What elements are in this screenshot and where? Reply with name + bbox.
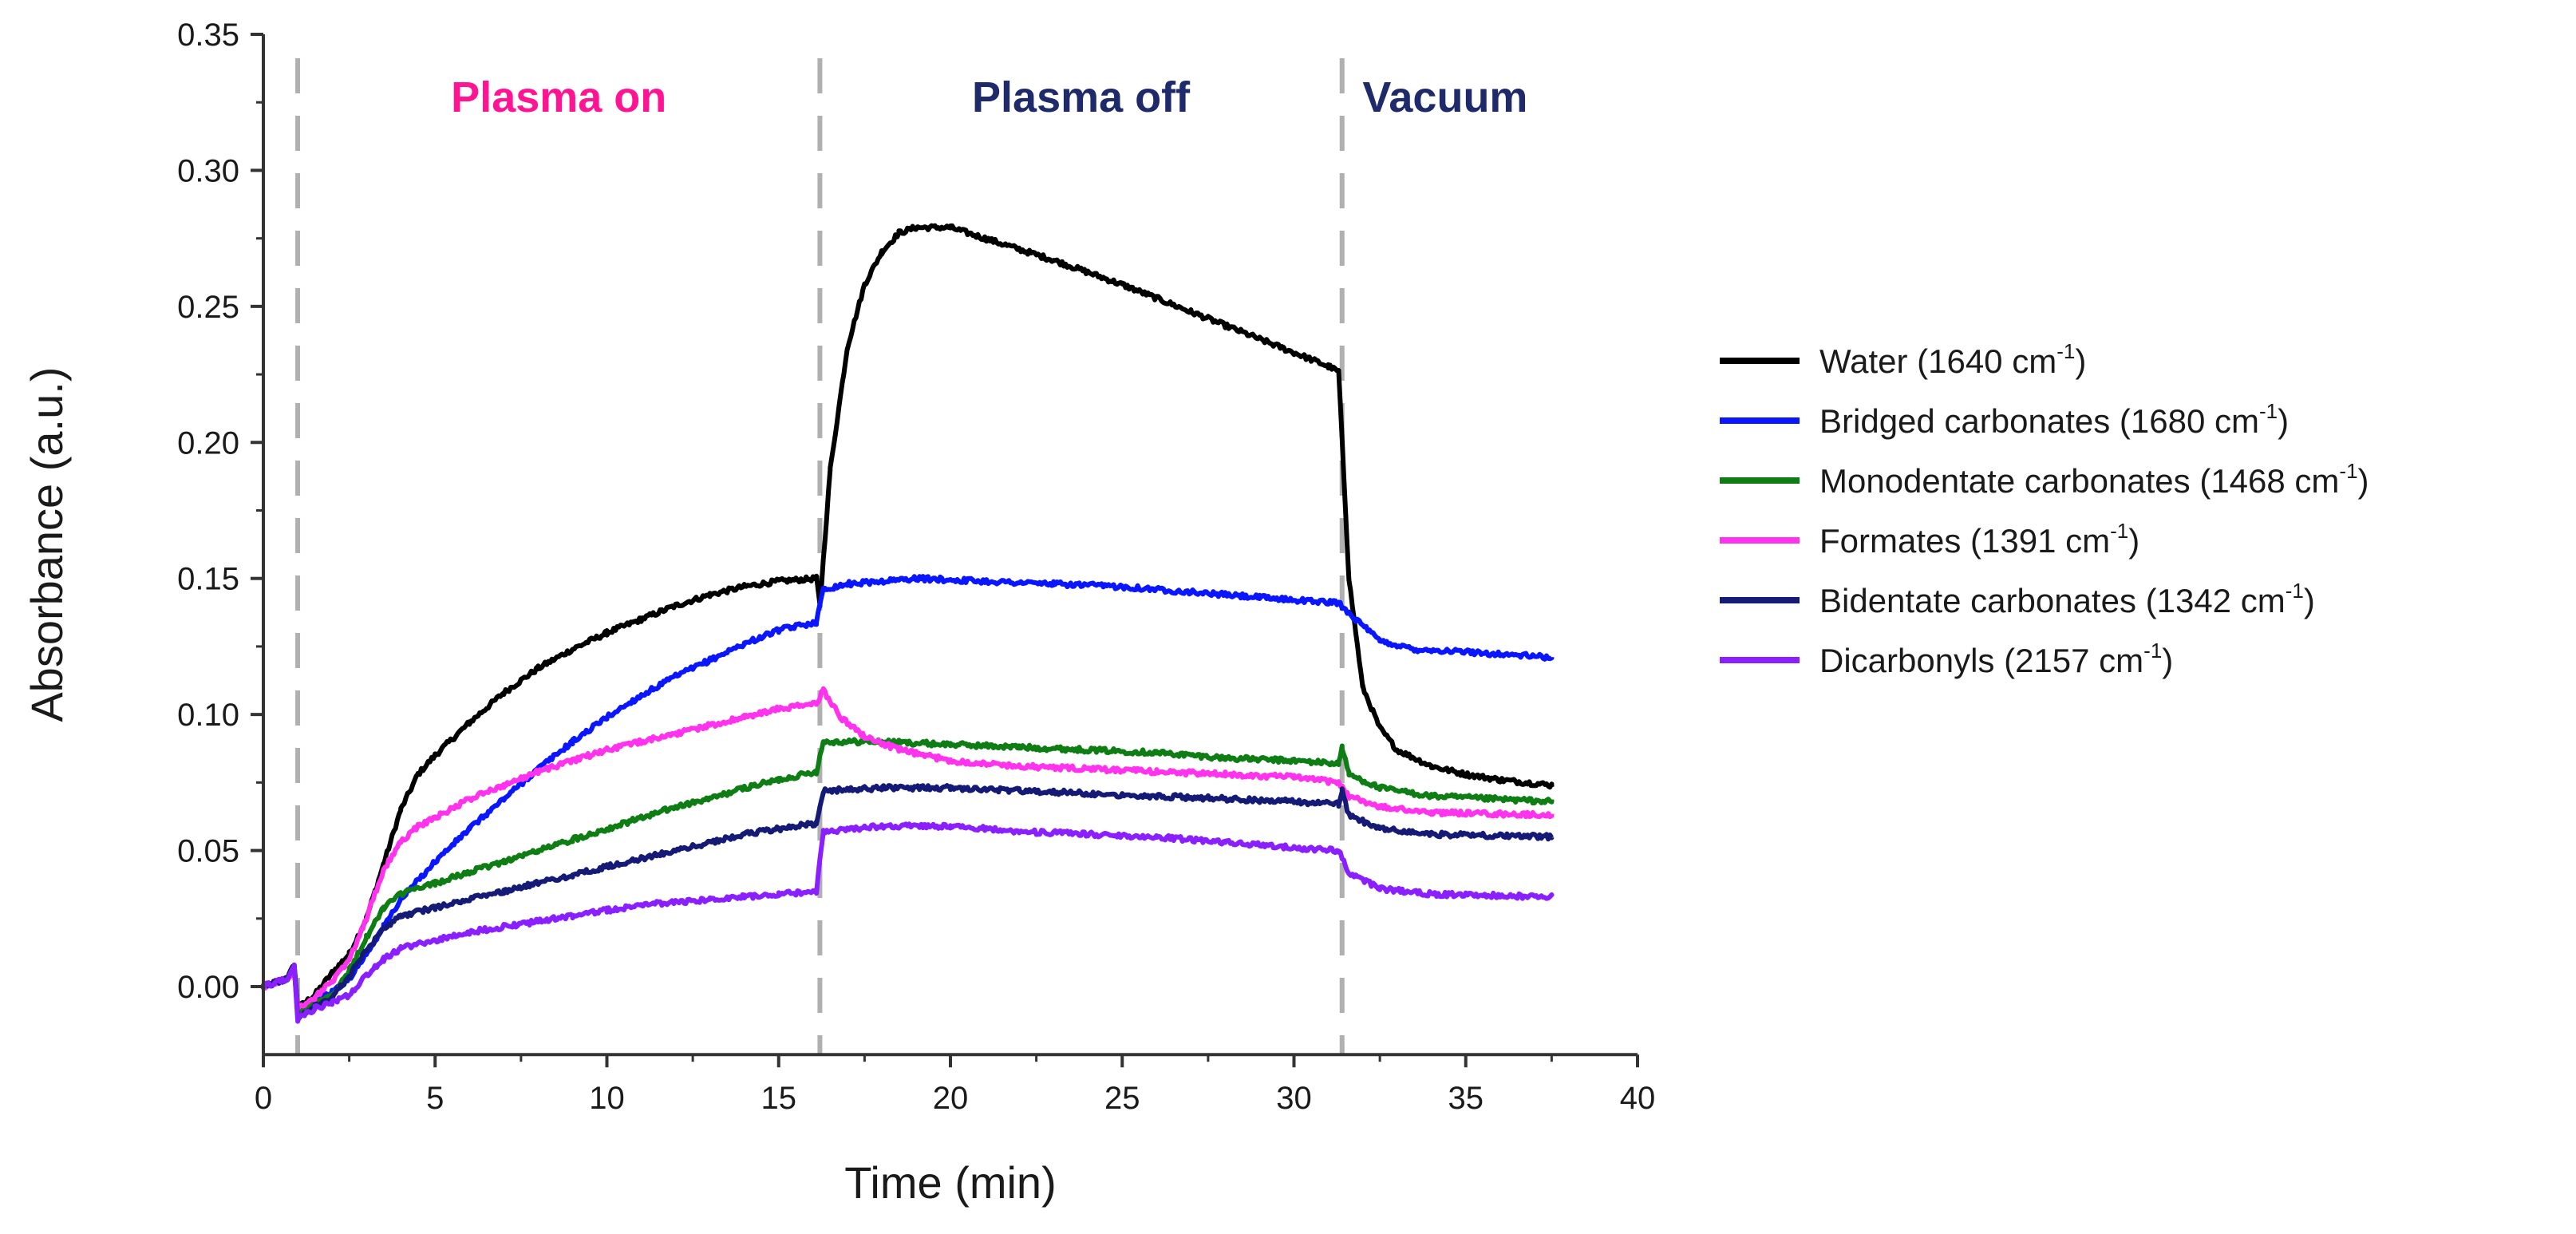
x-tick-label: 35 [1448, 1081, 1484, 1116]
series-line [261, 223, 1555, 1012]
x-tick-label: 5 [426, 1081, 444, 1116]
legend-close: ) [2358, 462, 2369, 500]
series-line [261, 574, 1555, 1016]
legend-entry-label: Bridged carbonates (1680 cm-1) [1819, 399, 2289, 440]
legend-sup: -1 [2259, 399, 2278, 423]
legend-entry-label: Dicarbonyls (2157 cm-1) [1819, 639, 2173, 679]
legend-name: Bridged carbonates (1680 cm [1819, 402, 2259, 440]
phase-labels: Plasma on Plasma off Vacuum [451, 73, 1527, 121]
legend-sup: -1 [2143, 639, 2162, 662]
y-tick-label: 0.25 [177, 290, 239, 325]
x-tick-label: 20 [933, 1081, 969, 1116]
y-tick-label: 0.20 [177, 425, 239, 461]
phase-label: Plasma off [972, 73, 1191, 121]
x-axis-ticks: 0 5 10 15 20 25 30 35 40 [255, 1054, 1655, 1116]
legend-sup: -1 [2286, 579, 2304, 603]
legend-sup: -1 [2110, 519, 2128, 543]
phase-label: Vacuum [1362, 73, 1527, 121]
y-tick-label: 0.10 [177, 698, 239, 733]
legend-name: Monodentate carbonates (1468 cm [1819, 462, 2339, 500]
legend-entry-label: Monodentate carbonates (1468 cm-1) [1819, 459, 2369, 500]
y-axis-title: Absorbance (a.u.) [22, 367, 72, 722]
legend-entry-label: Bidentate carbonates (1342 cm-1) [1819, 579, 2315, 619]
y-tick-label: 0.05 [177, 834, 239, 869]
y-tick-label: 0.00 [177, 970, 239, 1005]
phase-label: Plasma on [451, 73, 666, 121]
series-line [261, 686, 1555, 1012]
legend-close: ) [2162, 642, 2173, 679]
x-tick-label: 0 [255, 1081, 272, 1116]
x-tick-label: 25 [1104, 1081, 1140, 1116]
phase-boundary-lines [295, 58, 1345, 1055]
series-line [261, 783, 1555, 1021]
legend-entry-label: Water (1640 cm-1) [1819, 339, 2086, 380]
x-axis-title: Time (min) [844, 1157, 1056, 1208]
legend-sup: -1 [2339, 459, 2357, 483]
series-lines [261, 223, 1555, 1024]
y-axis-ticks: 0.00 0.05 0.10 0.15 0.20 0.25 0.30 0.35 [177, 18, 263, 1005]
legend-entry-label: Formates (1391 cm-1) [1819, 519, 2139, 560]
y-tick-label: 0.35 [177, 18, 239, 53]
y-tick-label: 0.30 [177, 153, 239, 188]
legend-close: ) [2128, 522, 2139, 560]
series-line [261, 821, 1555, 1024]
x-tick-label: 10 [589, 1081, 625, 1116]
legend-name: Dicarbonyls (2157 cm [1819, 642, 2143, 679]
legend-name: Water (1640 cm [1819, 342, 2056, 380]
x-tick-label: 15 [761, 1081, 797, 1116]
legend: Water (1640 cm-1)Bridged carbonates (168… [1720, 339, 2369, 679]
series-line [261, 737, 1555, 1018]
y-tick-label: 0.15 [177, 562, 239, 597]
x-tick-label: 40 [1620, 1081, 1656, 1116]
legend-name: Bidentate carbonates (1342 cm [1819, 582, 2286, 619]
legend-close: ) [2304, 582, 2315, 619]
legend-close: ) [2075, 342, 2086, 380]
legend-sup: -1 [2056, 339, 2075, 363]
legend-name: Formates (1391 cm [1819, 522, 2110, 560]
legend-close: ) [2278, 402, 2289, 440]
x-tick-label: 30 [1276, 1081, 1312, 1116]
